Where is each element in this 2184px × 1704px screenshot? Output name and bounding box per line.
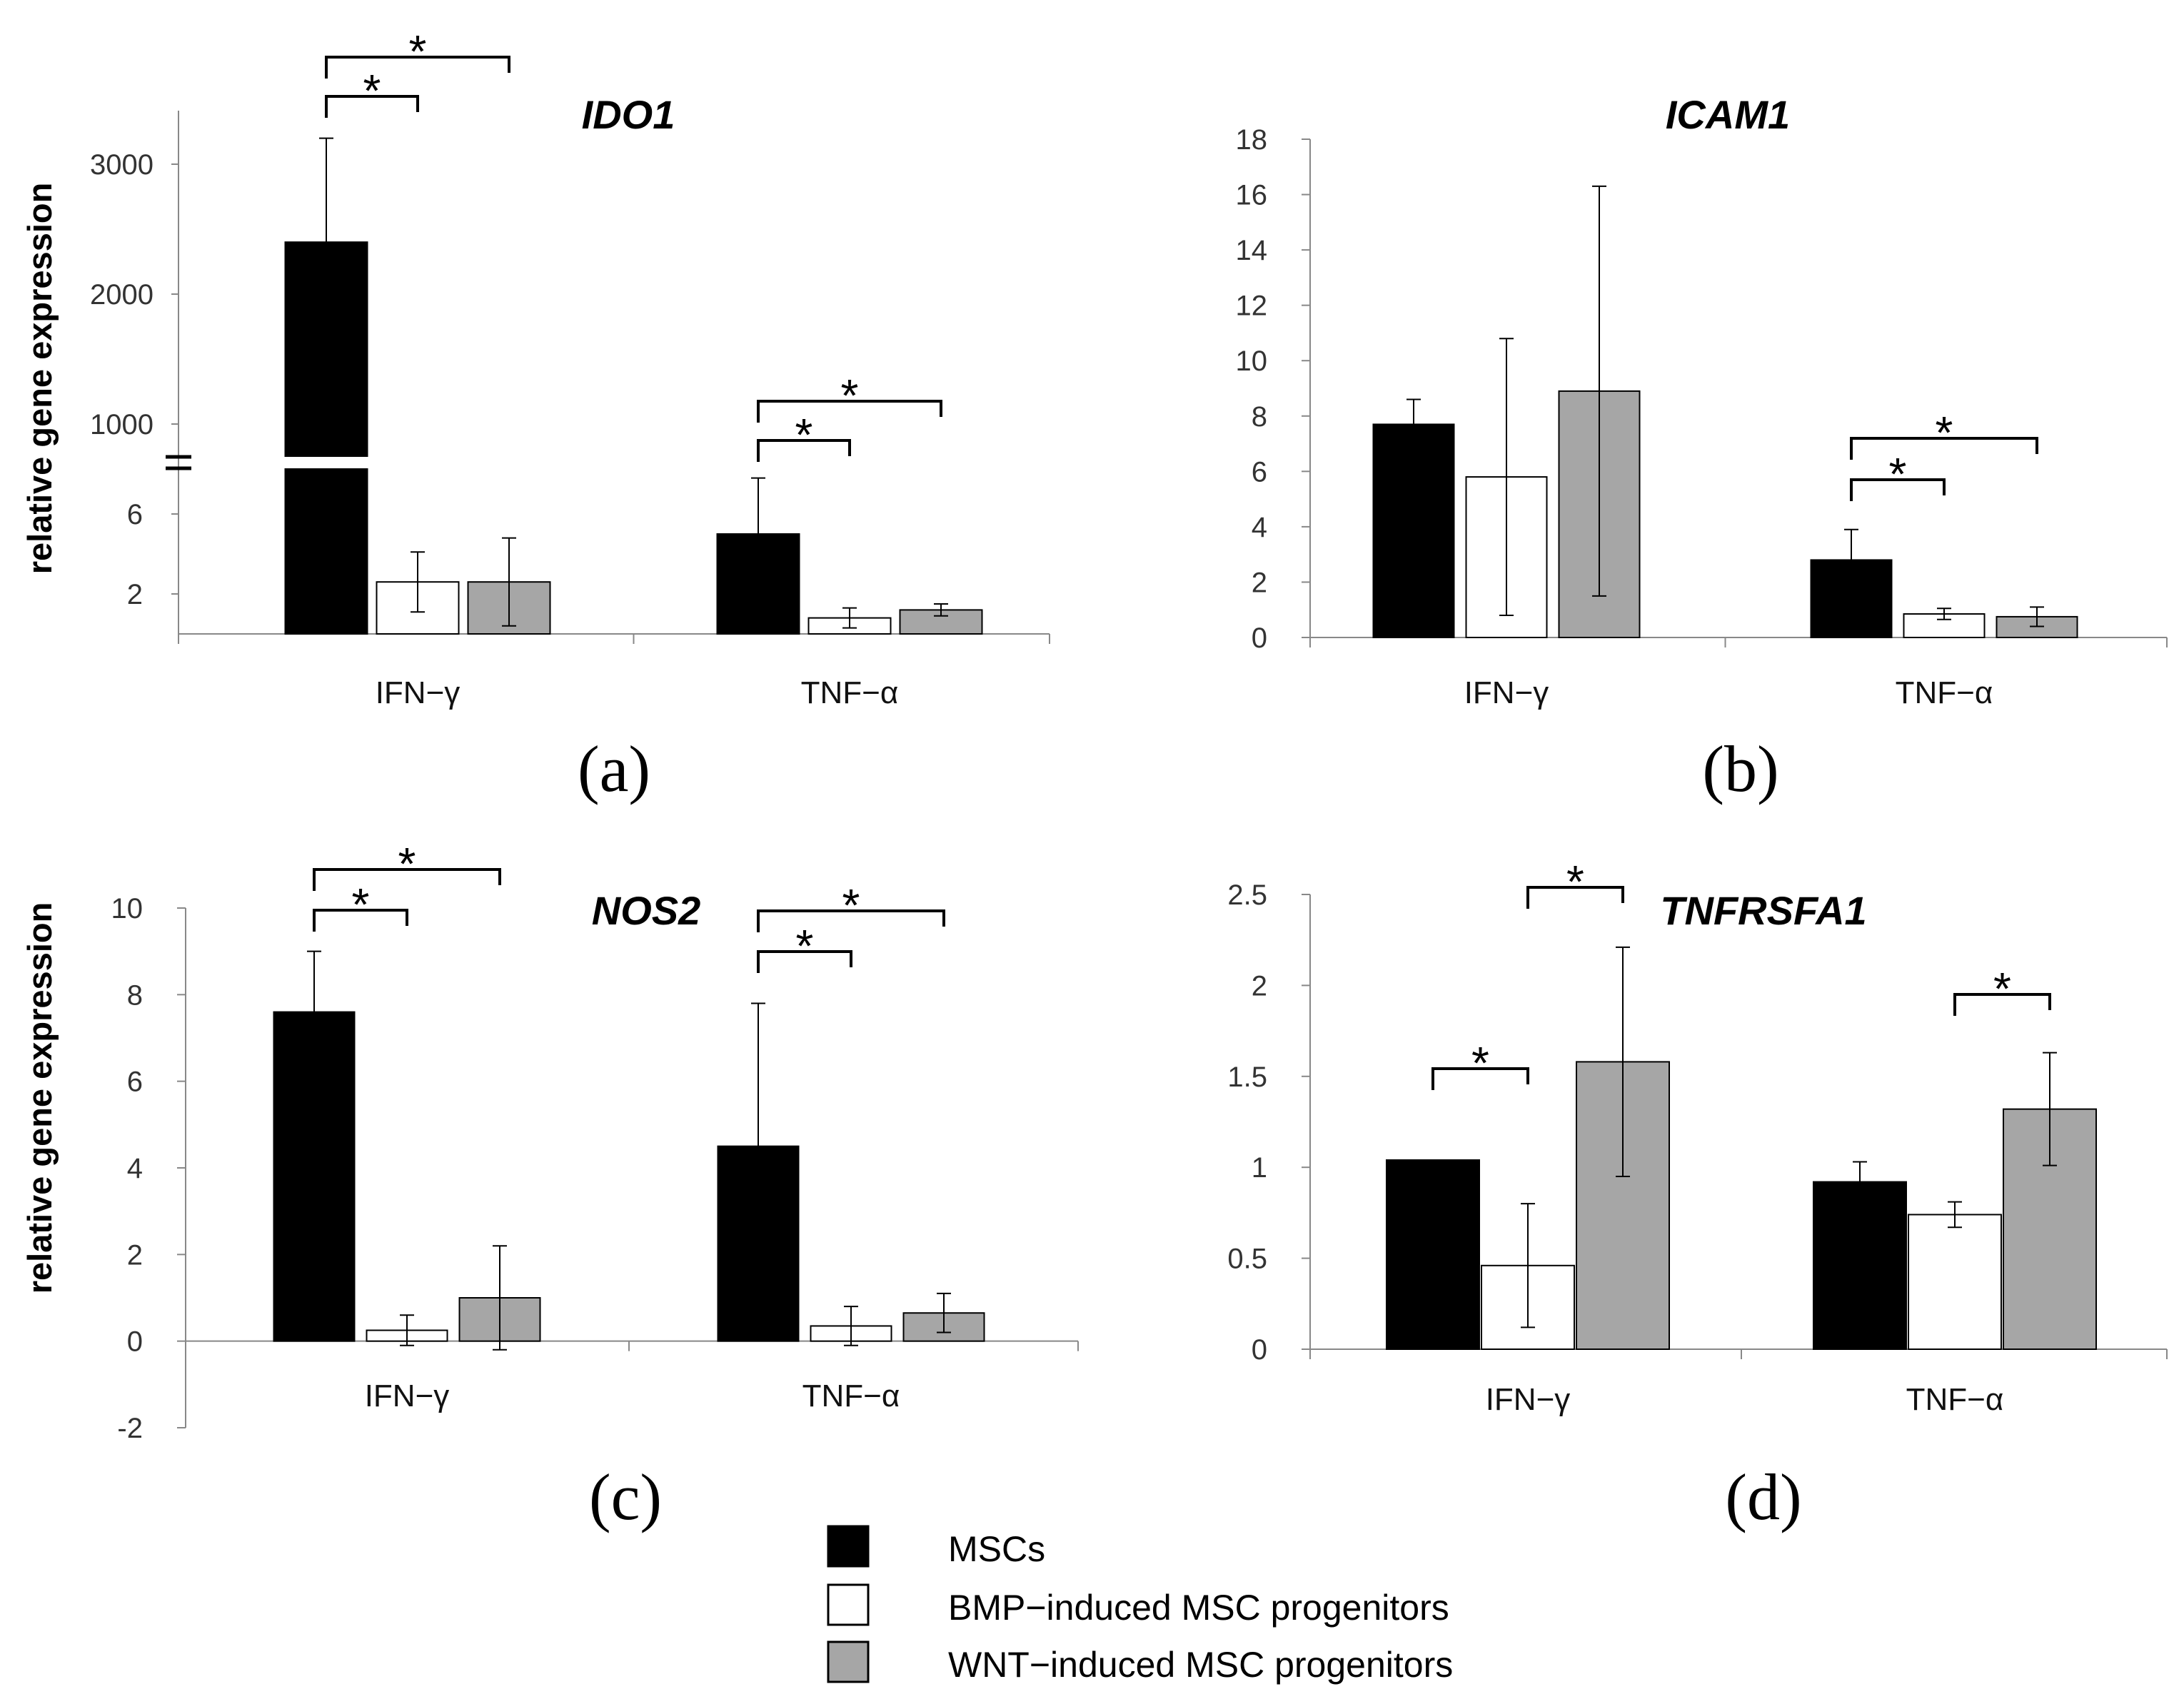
legend-swatch-wnt <box>827 1640 870 1683</box>
significance-star: * <box>842 879 860 931</box>
y-tick-label: 8 <box>1252 401 1267 433</box>
y-tick-label: 4 <box>127 1153 143 1184</box>
category-label: IFN−γ <box>376 675 461 710</box>
significance-bracket <box>1953 993 2051 1016</box>
bar <box>1372 423 1455 639</box>
y-tick-label: 3000 <box>90 149 154 181</box>
significance-bracket <box>757 950 852 973</box>
y-tick-label: 0.5 <box>1227 1244 1267 1275</box>
panel-label: (c) <box>589 1461 662 1533</box>
y-tick-label: 2000 <box>90 279 154 311</box>
significance-star: * <box>363 65 381 116</box>
bar <box>1810 559 1893 639</box>
y-tick-label: 18 <box>1236 124 1268 156</box>
significance-star: * <box>352 879 370 930</box>
panel-label: (d) <box>1725 1461 1801 1533</box>
y-tick-label: 6 <box>127 499 143 530</box>
bar <box>1903 613 1986 638</box>
panel-a: 1000 2000 3000 2 6 IFN−γ TNF−α * * * * IDO1 (a) <box>90 26 1050 805</box>
y-tick-label: 14 <box>1236 235 1268 266</box>
category-label: TNF−α <box>1906 1382 2004 1417</box>
panel-d: 0 0.5 1 1.5 2 2.5 IFN−γ TNF−α * * * TNFRSFA1 (d) <box>1227 856 2168 1533</box>
y-tick-label: 1 <box>1252 1152 1267 1184</box>
y-tick-label: 10 <box>1236 346 1268 377</box>
legend: MSCs BMP−induced MSC progenitors WNT−ind… <box>827 1525 1453 1685</box>
ylabel-bottom: relative gene expression <box>21 902 59 1294</box>
legend-swatch-mscs <box>827 1525 870 1568</box>
significance-star: * <box>796 920 814 972</box>
significance-bracket <box>325 56 510 79</box>
y-tick-label: 2 <box>127 579 143 610</box>
y-tick-label: 10 <box>111 893 144 924</box>
y-tick-label: 8 <box>127 979 143 1011</box>
significance-star: * <box>409 26 427 77</box>
significance-star: * <box>1993 963 2011 1014</box>
y-tick-label: 12 <box>1236 291 1268 322</box>
y-tick-label: 2.5 <box>1227 879 1267 911</box>
legend-swatch-bmp <box>827 1583 870 1626</box>
significance-star: * <box>1889 448 1907 500</box>
significance-star: * <box>795 409 813 460</box>
y-tick-label: -2 <box>117 1413 143 1444</box>
bar <box>1813 1181 1907 1350</box>
significance-bracket <box>757 909 945 932</box>
legend-label-bmp: BMP−induced MSC progenitors <box>948 1588 1449 1628</box>
legend-label-mscs: MSCs <box>948 1529 1045 1569</box>
y-tick-label: 6 <box>127 1067 143 1098</box>
y-tick-label: 1.5 <box>1227 1062 1267 1093</box>
panel-c: -2 0 2 4 6 8 10 IFN−γ TNF−α * * * * NOS2 (c) <box>111 838 1079 1533</box>
y-tick-label: 6 <box>1252 456 1267 488</box>
y-tick-label: 1000 <box>90 409 154 440</box>
category-label: TNF−α <box>802 1378 900 1413</box>
y-tick-label: 2 <box>1252 567 1267 598</box>
panel-label: (b) <box>1702 732 1778 805</box>
chart-title: NOS2 <box>592 888 701 933</box>
significance-star: * <box>398 838 416 889</box>
chart-title: TNFRSFA1 <box>1660 888 1866 933</box>
significance-star: * <box>841 370 859 421</box>
category-label: TNF−α <box>1896 675 1993 710</box>
y-tick-label: 0 <box>127 1326 143 1358</box>
significance-bracket <box>313 909 408 932</box>
panel-label: (a) <box>578 732 650 805</box>
significance-bracket <box>1431 1067 1529 1090</box>
significance-bracket <box>313 868 501 891</box>
significance-bracket <box>1850 478 1946 501</box>
bar <box>1908 1214 2002 1350</box>
y-tick-label: 0 <box>1252 1334 1267 1366</box>
category-label: TNF−α <box>801 675 899 710</box>
category-label: IFN−γ <box>1486 1382 1571 1417</box>
significance-bracket <box>1526 886 1624 909</box>
chart-title: ICAM1 <box>1666 92 1790 137</box>
chart-title: IDO1 <box>582 92 675 137</box>
category-label: IFN−γ <box>1464 675 1549 710</box>
ylabel-top: relative gene expression <box>21 183 59 575</box>
y-tick-label: 2 <box>127 1239 143 1271</box>
bar-break-gap <box>283 457 369 468</box>
bar <box>1386 1159 1480 1351</box>
significance-star: * <box>1471 1037 1489 1089</box>
significance-bracket <box>1850 437 2038 460</box>
significance-bracket <box>757 400 942 423</box>
y-tick-label: 0 <box>1252 622 1267 654</box>
y-tick-label: 4 <box>1252 512 1267 543</box>
y-tick-label: 2 <box>1252 970 1267 1002</box>
legend-label-wnt: WNT−induced MSC progenitors <box>948 1645 1453 1685</box>
panel-b: 0 2 4 6 8 10 12 14 16 18 IFN−γ TNF−α * * ICAM1 (b) <box>1236 92 2168 805</box>
significance-star: * <box>1566 856 1584 907</box>
significance-bracket <box>757 439 851 462</box>
y-tick-label: 16 <box>1236 180 1268 211</box>
significance-bracket <box>325 95 419 118</box>
significance-star: * <box>1936 407 1953 458</box>
category-label: IFN−γ <box>365 1378 450 1413</box>
